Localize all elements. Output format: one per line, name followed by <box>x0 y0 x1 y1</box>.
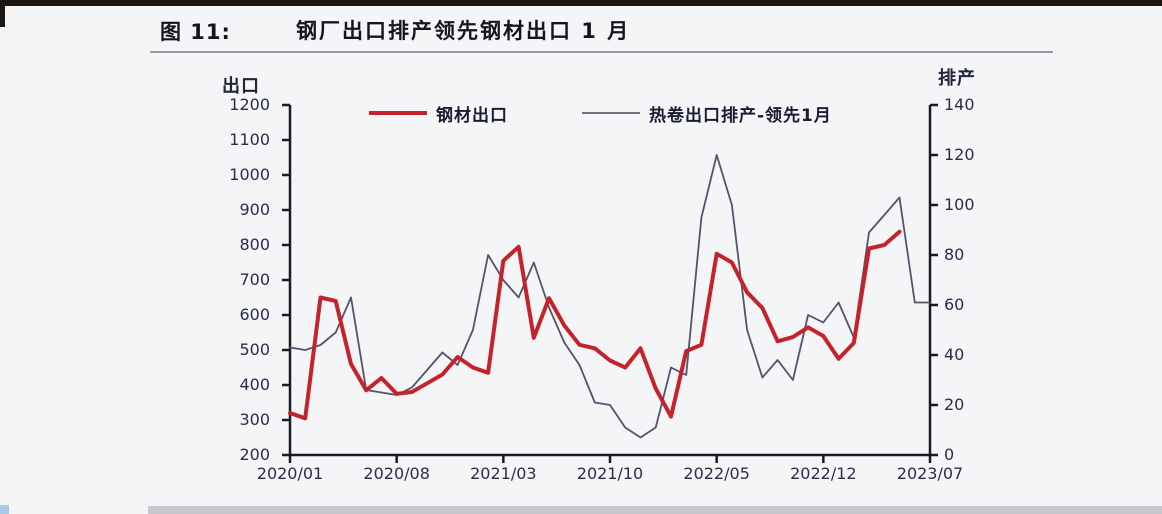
legend-label: 钢材出口 <box>436 105 508 126</box>
left-axis-tick-label: 600 <box>239 305 270 324</box>
left-border <box>0 0 5 27</box>
right-axis-tick-label: 20 <box>944 395 965 414</box>
bottom-left-accent <box>0 505 9 514</box>
left-axis-tick-label: 200 <box>239 445 270 464</box>
left-axis-tick-label: 800 <box>239 235 270 254</box>
legend-item-schedule: 热卷出口排产-领先1月 <box>582 103 832 126</box>
top-border <box>0 0 1162 6</box>
title-underline <box>150 51 1053 53</box>
x-axis-tick-label: 2023/07 <box>896 464 964 483</box>
right-axis-tick-label: 80 <box>944 245 965 264</box>
right-axis-title: 排产 <box>938 68 976 89</box>
right-axis-tick-label: 60 <box>944 295 965 314</box>
left-axis-tick-label: 500 <box>239 340 270 359</box>
right-axis-tick-label: 120 <box>944 145 975 164</box>
left-axis-tick-label: 900 <box>239 200 270 219</box>
right-axis-tick-label: 0 <box>944 445 955 464</box>
legend-label: 热卷出口排产-领先1月 <box>649 105 832 126</box>
steel-export-line-swatch-icon <box>369 111 427 115</box>
right-axis-tick-label: 40 <box>944 345 965 364</box>
x-axis-tick-label: 2020/01 <box>256 464 324 483</box>
left-axis-tick-label: 1100 <box>229 130 270 149</box>
x-axis-tick-label: 2022/12 <box>790 464 857 483</box>
left-axis-tick-label: 700 <box>239 270 270 289</box>
right-axis-tick-label: 100 <box>944 195 975 214</box>
left-axis-tick-label: 1200 <box>229 95 270 114</box>
legend-item-steel-export: 钢材出口 <box>369 103 508 126</box>
left-axis-title: 出口 <box>222 76 260 97</box>
schedule-line-swatch-icon <box>582 112 640 114</box>
x-axis-tick-label: 2021/10 <box>576 464 644 483</box>
left-axis-tick-label: 300 <box>239 410 270 429</box>
series-left-line <box>288 229 902 421</box>
left-axis-tick-label: 1000 <box>229 165 270 184</box>
x-axis-tick-label: 2021/03 <box>470 464 537 483</box>
bottom-scrollbar <box>148 506 1162 514</box>
x-axis-tick-label: 2020/08 <box>363 464 430 483</box>
right-axis-tick-label: 140 <box>944 95 975 114</box>
figure-title: 钢厂出口排产领先钢材出口 1 月 <box>296 19 631 43</box>
series-right-line <box>289 154 931 439</box>
figure-number: 图 11: <box>160 20 231 44</box>
left-axis-tick-label: 400 <box>239 375 270 394</box>
x-axis-tick-label: 2022/05 <box>683 464 750 483</box>
